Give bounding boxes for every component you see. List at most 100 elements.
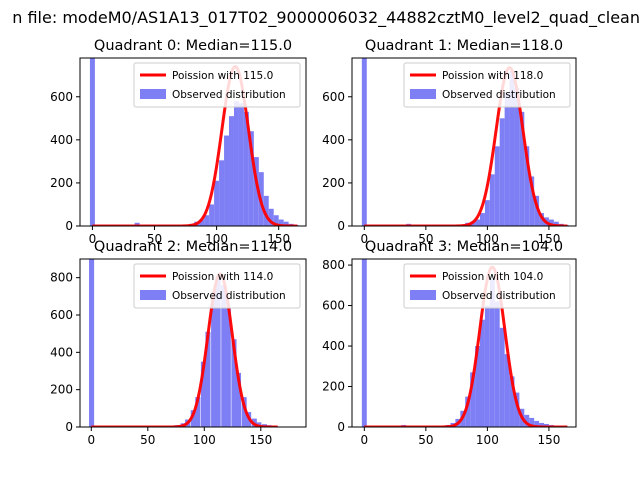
legend-label-observed: Observed distribution	[442, 290, 556, 302]
subplot-title: Quadrant 2: Median=114.0	[94, 239, 292, 255]
histogram-bar	[504, 92, 510, 226]
x-tick-label: 150	[267, 232, 290, 246]
subplot-title: Quadrant 3: Median=104.0	[365, 239, 563, 255]
legend-label-poisson: Poission with 115.0	[172, 70, 273, 82]
figure-title-text: n file: modeM0/AS1A13_017T02_9000006032_…	[12, 8, 640, 27]
y-tick-label: 600	[50, 90, 73, 104]
histogram-bar	[263, 195, 269, 226]
histogram-bar	[544, 423, 549, 427]
histogram-bar	[200, 361, 206, 427]
histogram-bar	[248, 131, 254, 226]
histogram-bar	[209, 204, 215, 226]
histogram-bar	[89, 259, 95, 427]
legend-box	[133, 62, 301, 108]
histogram-bar	[214, 180, 220, 226]
legend-swatch-observed	[410, 290, 436, 300]
subplot-3: 0 50 100 150 0 200 400 600 800 Quadrant 3: Median…	[322, 239, 577, 447]
y-tick-label: 800	[50, 271, 73, 285]
legend-label-observed: Observed distribution	[172, 89, 286, 101]
y-tick-label: 400	[322, 339, 345, 353]
legend-box	[403, 62, 571, 108]
x-tick-label: 0	[89, 232, 97, 246]
histogram-bar	[539, 422, 544, 427]
legend-label-poisson: Poission with 114.0	[172, 271, 273, 283]
poisson-curve	[363, 265, 569, 427]
histogram-bar	[221, 285, 227, 427]
histogram-bar	[514, 88, 520, 226]
histogram-bar	[519, 111, 525, 226]
histogram-bar	[475, 219, 480, 226]
histogram-bar	[509, 376, 515, 427]
histogram-bar	[499, 118, 505, 226]
legend-swatch-observed	[140, 290, 166, 300]
histogram-bar	[553, 221, 559, 226]
y-tick-label: 400	[50, 345, 73, 359]
legend-label-poisson: Poission with 118.0	[442, 70, 543, 82]
x-tick-label: 150	[537, 433, 560, 447]
histogram-bar	[361, 58, 367, 226]
legend-label-observed: Observed distribution	[442, 89, 556, 101]
histogram-bar	[524, 414, 530, 427]
figure-title: n file: modeM0/AS1A13_017T02_9000006032_…	[0, 8, 640, 30]
histogram-bar	[470, 372, 476, 427]
histogram-bar	[204, 215, 210, 226]
legend-label-poisson: Poission with 104.0	[442, 271, 543, 283]
histogram-bar	[504, 354, 510, 427]
x-tick-label: 50	[140, 433, 155, 447]
y-tick-label: 0	[337, 420, 345, 434]
histogram-bar	[534, 195, 540, 226]
histogram-bar	[253, 157, 259, 226]
histogram-bar	[524, 146, 530, 226]
histogram-bar	[499, 327, 505, 427]
histogram-bar	[224, 135, 230, 226]
legend: Poission with 114.0 Observed distribution	[133, 263, 301, 309]
axes-frame	[79, 258, 307, 428]
histogram-bar	[484, 200, 490, 226]
histogram-bar	[233, 101, 239, 226]
y-tick-label: 200	[50, 176, 73, 190]
legend-box	[403, 263, 571, 309]
subplot-1-plot-area	[361, 58, 569, 226]
y-tick-label: 0	[337, 219, 345, 233]
axes-frame	[351, 258, 577, 428]
x-tick-label: 0	[87, 433, 95, 447]
histogram-bar	[480, 213, 485, 226]
histogram-bar	[268, 208, 274, 226]
x-tick-label: 100	[476, 232, 499, 246]
subplot-2-plot-area	[89, 259, 279, 427]
histogram-bar	[215, 275, 221, 427]
y-tick-label: 600	[322, 90, 345, 104]
legend: Poission with 115.0 Observed distribution	[133, 62, 301, 108]
legend-box	[133, 263, 301, 309]
y-tick-label: 0	[65, 219, 73, 233]
legend-swatch-observed	[410, 89, 436, 99]
histogram-bar	[489, 279, 495, 427]
x-tick-label: 100	[476, 433, 499, 447]
histogram-bar	[548, 219, 554, 226]
histogram-bar	[243, 111, 249, 226]
y-tick-label: 600	[322, 299, 345, 313]
legend-swatch-observed	[140, 89, 166, 99]
x-tick-label: 50	[147, 232, 162, 246]
subplot-1: 0 50 100 150 0 200 400 600 Quadrant 1: Median=11…	[322, 38, 577, 246]
histogram-bar	[235, 372, 242, 427]
legend: Poission with 118.0 Observed distribution	[403, 62, 571, 108]
histogram-bar	[190, 410, 196, 427]
histogram-bar	[465, 396, 471, 427]
histogram-bar	[211, 292, 217, 427]
x-tick-label: 50	[418, 433, 433, 447]
histogram-bar	[480, 319, 485, 427]
x-tick-label: 0	[360, 433, 368, 447]
y-tick-label: 200	[322, 380, 345, 394]
histogram-bar	[238, 103, 244, 226]
poisson-curve	[91, 65, 299, 226]
histogram-bar	[283, 221, 289, 226]
histogram-bar	[484, 305, 490, 427]
subplot-0: 0 50 100 150 0 200 400 600 Quadrant 0: Median=11…	[50, 38, 307, 246]
x-tick-label: 100	[205, 232, 228, 246]
y-tick-label: 200	[50, 383, 73, 397]
x-tick-label: 100	[193, 433, 216, 447]
histogram-bar	[529, 176, 535, 226]
y-tick-label: 600	[50, 308, 73, 322]
histogram-bar	[89, 58, 95, 226]
